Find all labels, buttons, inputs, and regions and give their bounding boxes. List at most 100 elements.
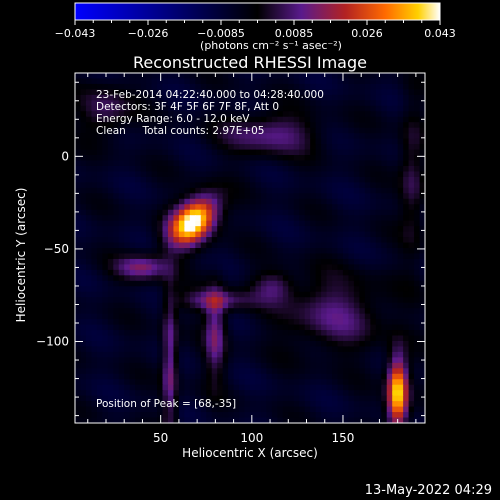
heatmap-cell [228, 390, 235, 397]
heatmap-cell [315, 231, 322, 238]
heatmap-cell [288, 133, 295, 140]
heatmap-cell [288, 242, 295, 249]
heatmap-cell [250, 417, 257, 423]
heatmap-cell [200, 368, 207, 375]
heatmap-cell [337, 286, 344, 293]
heatmap-cell [364, 116, 371, 123]
heatmap-cell [146, 105, 153, 112]
heatmap-cell [244, 155, 251, 162]
heatmap-cell [326, 280, 333, 287]
heatmap-cell [353, 319, 360, 326]
heatmap-cell [332, 335, 339, 342]
heatmap-cell [107, 346, 114, 353]
heatmap-cell [342, 346, 350, 353]
heatmap-cell [102, 395, 109, 402]
heatmap-cell [342, 264, 350, 271]
heatmap-cell [217, 176, 224, 183]
heatmap-cell [255, 248, 262, 255]
heatmap-cell [370, 231, 377, 238]
heatmap-cell [321, 100, 328, 107]
heatmap-cell [195, 417, 202, 423]
heatmap-cell [124, 308, 131, 315]
heatmap-cell [326, 155, 333, 162]
heatmap-cell [107, 242, 114, 249]
heatmap-cell [233, 198, 240, 205]
heatmap-cell [80, 187, 87, 194]
heatmap-cell [173, 384, 180, 391]
heatmap-cell [217, 346, 224, 353]
heatmap-cell [96, 182, 103, 189]
heatmap-cell [173, 401, 180, 408]
heatmap-cell [348, 379, 355, 386]
heatmap-cell [348, 357, 355, 364]
heatmap-cell [244, 384, 251, 391]
heatmap-cell [271, 302, 278, 309]
heatmap-cell [102, 264, 109, 271]
heatmap-cell [260, 324, 268, 331]
heatmap-cell [75, 302, 82, 309]
heatmap-cell [96, 395, 103, 402]
heatmap-cell [271, 215, 278, 222]
heatmap-cell [75, 237, 82, 244]
heatmap-cell [157, 286, 164, 293]
heatmap-cell [397, 390, 404, 397]
heatmap-cell [277, 242, 284, 249]
heatmap-cell [211, 83, 218, 91]
heatmap-cell [113, 226, 120, 233]
heatmap-cell [250, 215, 257, 222]
heatmap-cell [217, 127, 224, 134]
heatmap-cell [228, 275, 235, 282]
heatmap-cell [178, 395, 185, 402]
heatmap-cell [118, 89, 125, 96]
heatmap-cell [206, 78, 213, 85]
colorbar-gradient [74, 2, 441, 21]
heatmap-cell [124, 100, 131, 107]
heatmap-cell [113, 390, 120, 397]
heatmap-cell [293, 302, 300, 309]
heatmap-cell [124, 330, 131, 337]
heatmap-cell [403, 275, 410, 282]
heatmap-cell [124, 264, 131, 271]
heatmap-cell [293, 182, 300, 189]
heatmap-cell [293, 379, 300, 386]
heatmap-cell [359, 165, 366, 173]
heatmap-cell [118, 264, 125, 271]
heatmap-cell [403, 258, 410, 266]
heatmap-cell [375, 155, 382, 162]
heatmap-cell [228, 412, 235, 419]
heatmap-cell [239, 144, 246, 151]
heatmap-cell [403, 144, 410, 151]
heatmap-cell [397, 116, 404, 123]
heatmap-cell [392, 373, 399, 380]
heatmap-cell [157, 226, 164, 233]
heatmap-cell [419, 373, 425, 380]
heatmap-cell [85, 220, 93, 227]
heatmap-cell [140, 253, 147, 260]
heatmap-cell [96, 94, 103, 101]
heatmap-cell [200, 313, 207, 320]
heatmap-cell [342, 313, 350, 320]
heatmap-cell [239, 384, 246, 391]
heatmap-cell [299, 94, 306, 101]
heatmap-cell [211, 302, 218, 309]
heatmap-cell [140, 412, 147, 419]
heatmap-cell [397, 127, 404, 134]
heatmap-cell [140, 122, 147, 129]
heatmap-cell [151, 138, 158, 145]
heatmap-cell [167, 127, 175, 134]
heatmap-cell [124, 133, 131, 140]
heatmap-cell [359, 258, 366, 266]
heatmap-cell [403, 220, 410, 227]
heatmap-cell [250, 165, 257, 173]
heatmap-cell [80, 412, 87, 419]
heatmap-cell [135, 248, 142, 255]
heatmap-cell [206, 351, 213, 358]
heatmap-cell [386, 78, 393, 85]
heatmap-cell [222, 226, 229, 233]
heatmap-cell [282, 368, 289, 375]
heatmap-cell [146, 83, 153, 91]
heatmap-cell [310, 291, 317, 298]
heatmap-cell [146, 412, 153, 419]
heatmap-cell [195, 319, 202, 326]
heatmap-cell [96, 280, 103, 287]
